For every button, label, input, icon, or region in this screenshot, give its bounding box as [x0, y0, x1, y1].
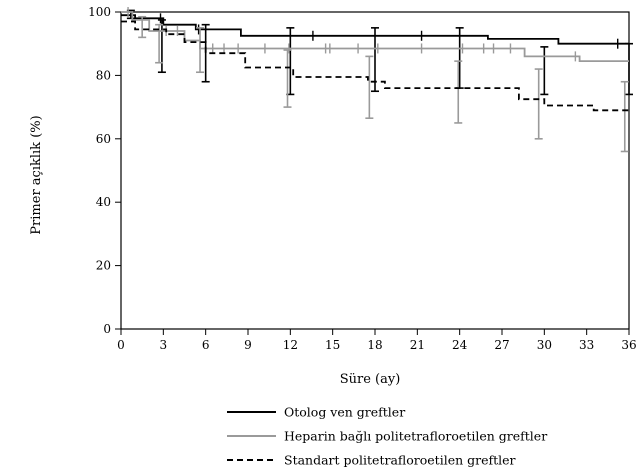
series-1-errorbar-7 [620, 80, 629, 153]
x-tick-label-36: 36 [621, 338, 636, 352]
x-tick-label-6: 6 [202, 338, 210, 352]
series-1 [121, 7, 629, 153]
series-0-errorbar-5 [455, 27, 464, 89]
y-tick-label-20: 20 [96, 259, 111, 273]
series-2 [121, 20, 629, 112]
x-tick-label-21: 21 [410, 338, 425, 352]
x-tick-label-27: 27 [494, 338, 509, 352]
x-tick-label-15: 15 [325, 338, 340, 352]
x-tick-label-12: 12 [283, 338, 298, 352]
series-0-errorbar-4 [371, 27, 379, 93]
y-tick-label-100: 100 [88, 5, 111, 19]
series-1-errorbar-1 [155, 23, 164, 64]
series-1-errorbar-3 [283, 49, 292, 108]
series-2-line [121, 20, 629, 112]
x-tick-label-33: 33 [579, 338, 594, 352]
x-tick-label-0: 0 [117, 338, 125, 352]
x-tick-label-24: 24 [452, 338, 468, 352]
x-tick-label-9: 9 [244, 338, 252, 352]
series-0-errorbar-6 [540, 46, 549, 96]
series-1-errorbar-4 [365, 55, 374, 119]
series-layer [121, 7, 633, 153]
series-0-errorbar-7 [625, 42, 633, 96]
series-0 [121, 9, 633, 96]
series-1-line [121, 11, 629, 62]
series-1-errorbar-6 [534, 68, 543, 140]
y-tick-label-40: 40 [96, 195, 111, 209]
y-tick-label-80: 80 [96, 68, 111, 82]
legend-label-1: Heparin bağlı politetrafloroetilen greft… [284, 429, 547, 444]
x-tick-label-3: 3 [160, 338, 168, 352]
legend: Otolog ven greftler Heparin bağlı polite… [227, 405, 547, 468]
x-tick-label-30: 30 [537, 338, 552, 352]
legend-label-2: Standart politetrafloroetilen greftler [284, 453, 516, 468]
x-tick-label-18: 18 [367, 338, 382, 352]
y-tick-label-0: 0 [103, 322, 111, 336]
y-axis-label: Primer açıklık (%) [29, 115, 44, 234]
series-0-line [121, 14, 629, 45]
x-axis-label: Süre (ay) [340, 372, 401, 387]
series-1-errorbar-5 [454, 60, 463, 124]
series-0-errorbar-2 [201, 23, 210, 83]
y-tick-label-60: 60 [96, 132, 111, 146]
series-1-errorbar-2 [196, 27, 205, 74]
series-1-errorbar-0 [138, 15, 147, 39]
legend-label-0: Otolog ven greftler [284, 405, 405, 420]
